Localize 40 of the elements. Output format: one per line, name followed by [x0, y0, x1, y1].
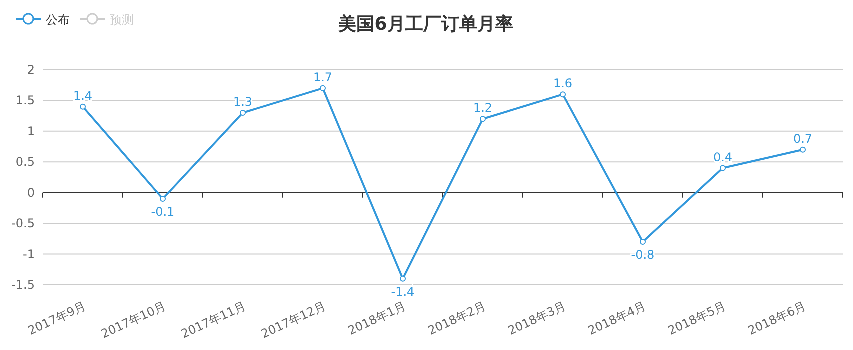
x-tick-label: 2018年6月 — [746, 299, 808, 338]
x-tick-label: 2018年3月 — [506, 299, 568, 338]
y-tick-label: -1 — [23, 247, 35, 262]
y-tick-label: 1 — [27, 124, 35, 138]
legend-label: 公布 — [46, 13, 70, 27]
point — [640, 239, 646, 245]
point — [80, 104, 86, 110]
point — [480, 116, 486, 122]
data-label: -0.8 — [631, 248, 655, 262]
point — [400, 276, 406, 282]
data-label: -0.1 — [151, 205, 175, 219]
x-tick-label: 2017年10月 — [99, 299, 168, 342]
y-tick-label: 2 — [27, 63, 35, 77]
x-tick-label: 2017年12月 — [259, 299, 328, 342]
data-label: 1.6 — [553, 76, 573, 91]
x-tick-label: 2017年11月 — [179, 299, 248, 342]
x-tick-label: 2018年4月 — [586, 299, 648, 338]
y-tick-label: -1.5 — [12, 278, 35, 292]
point — [320, 85, 326, 92]
point — [560, 92, 566, 98]
data-label: 1.7 — [313, 70, 333, 84]
data-label: -1.4 — [391, 284, 415, 299]
y-tick-label: 0.5 — [16, 155, 35, 170]
x-tick-label: 2018年1月 — [346, 299, 408, 338]
data-label: 0.7 — [793, 132, 813, 146]
point — [160, 196, 166, 202]
y-tick-label: 1.5 — [16, 94, 35, 108]
data-label: 1.4 — [73, 88, 93, 103]
point — [720, 165, 726, 172]
x-tick-label: 2017年9月 — [26, 299, 88, 338]
data-label: 1.3 — [233, 95, 253, 109]
x-tick-label: 2018年5月 — [666, 299, 728, 338]
x-tick-label: 2018年2月 — [426, 299, 488, 338]
chart-title: 美国6月工厂订单月率 — [338, 14, 514, 35]
data-label: 0.4 — [713, 150, 733, 164]
point — [240, 110, 246, 116]
data-label: 1.2 — [473, 101, 493, 116]
point — [800, 146, 806, 153]
y-tick-label: 0 — [27, 186, 35, 200]
y-tick-label: -0.5 — [12, 216, 35, 231]
